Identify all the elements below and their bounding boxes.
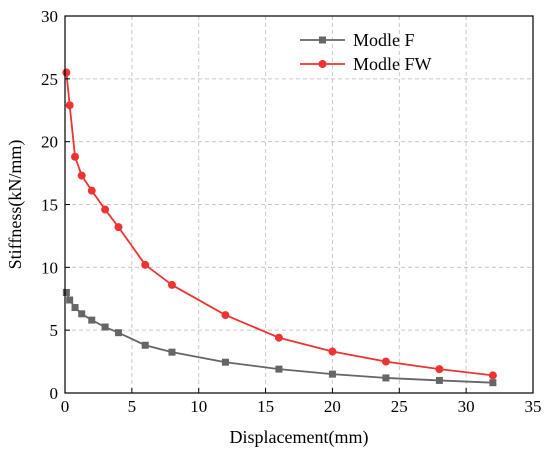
series-1-point bbox=[382, 374, 390, 382]
series-1-point bbox=[78, 310, 86, 318]
legend-label: Modle FW bbox=[353, 54, 432, 74]
series-2-point bbox=[328, 347, 337, 356]
y-tick-label: 5 bbox=[50, 321, 59, 340]
x-tick-label: 15 bbox=[257, 397, 274, 416]
series-1-point bbox=[88, 316, 96, 324]
legend: Modle F Modle FW bbox=[300, 30, 432, 74]
x-axis-title: Displacement(mm) bbox=[230, 427, 369, 448]
grid-lines bbox=[65, 16, 533, 393]
series-layer bbox=[62, 68, 497, 387]
series-2-point bbox=[77, 171, 86, 180]
series-2-point bbox=[65, 101, 74, 110]
x-tick-label: 0 bbox=[61, 397, 70, 416]
series-2-point bbox=[221, 311, 230, 320]
series-2-point bbox=[381, 357, 390, 366]
series-2-point bbox=[435, 365, 444, 374]
axis-ticks: 0 5 10 15 20 25 30 35 0 5 10 15 20 25 30 bbox=[41, 7, 542, 416]
series-1-point bbox=[489, 379, 497, 387]
series-1-point bbox=[168, 348, 176, 356]
series-2-point bbox=[167, 280, 176, 289]
series-1-point bbox=[62, 288, 70, 296]
series-1-point bbox=[221, 358, 229, 366]
series-2-point bbox=[141, 260, 150, 269]
x-tick-label: 35 bbox=[525, 397, 542, 416]
series-1-point bbox=[141, 341, 149, 349]
x-tick-label: 20 bbox=[324, 397, 341, 416]
legend-label: Modle F bbox=[353, 30, 415, 50]
y-tick-label: 0 bbox=[50, 384, 59, 403]
y-axis-title: Stiffness(kN/mm) bbox=[5, 140, 26, 270]
series-1-point bbox=[435, 376, 443, 384]
series-1-point bbox=[101, 323, 109, 331]
legend-circle-marker bbox=[318, 60, 327, 68]
y-tick-label: 10 bbox=[41, 258, 58, 277]
y-tick-label: 30 bbox=[41, 7, 58, 26]
y-tick-label: 15 bbox=[41, 196, 58, 215]
series-1-point bbox=[275, 365, 283, 373]
series-2-point bbox=[87, 186, 96, 195]
x-tick-label: 25 bbox=[391, 397, 408, 416]
x-tick-label: 10 bbox=[190, 397, 207, 416]
series-1-point bbox=[71, 304, 79, 312]
series-2-point bbox=[274, 333, 283, 342]
y-tick-label: 25 bbox=[41, 70, 58, 89]
x-tick-label: 30 bbox=[458, 397, 475, 416]
series-2-point bbox=[101, 205, 110, 214]
y-tick-label: 20 bbox=[41, 133, 58, 152]
series-2-point bbox=[114, 223, 123, 232]
series-2-point bbox=[62, 68, 71, 77]
series-2-point bbox=[71, 152, 80, 161]
legend-square-marker bbox=[319, 36, 326, 44]
series-1-point bbox=[114, 329, 122, 337]
x-tick-label: 5 bbox=[128, 397, 137, 416]
series-1-point bbox=[66, 296, 74, 304]
series-2-point bbox=[488, 371, 497, 380]
series-1-point bbox=[328, 370, 336, 378]
